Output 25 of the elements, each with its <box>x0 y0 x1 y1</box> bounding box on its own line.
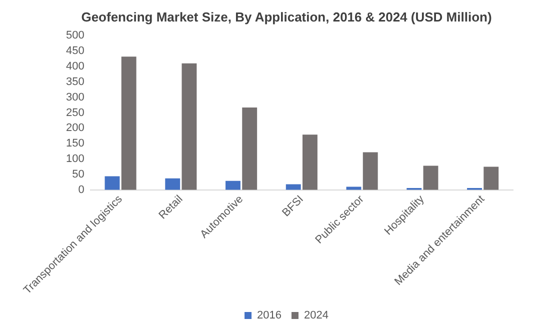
y-tick-label: 0 <box>78 184 84 196</box>
y-tick-label: 250 <box>66 106 84 119</box>
bar <box>182 63 197 190</box>
y-tick-label: 150 <box>66 138 84 150</box>
bar <box>286 184 301 190</box>
y-tick-label: 300 <box>66 91 84 104</box>
bar <box>104 176 120 190</box>
bar <box>242 107 258 190</box>
bar <box>484 166 499 190</box>
y-tick-label: 400 <box>66 60 84 72</box>
legend-label: 2024 <box>304 310 328 322</box>
legend-label: 2016 <box>257 310 282 322</box>
bar <box>165 178 180 190</box>
y-tick-label: 200 <box>66 122 84 134</box>
bar <box>362 152 378 190</box>
bar <box>423 166 438 190</box>
bar <box>121 56 136 190</box>
y-tick-label: 450 <box>66 45 84 58</box>
y-tick-label: 50 <box>72 168 84 180</box>
y-tick-label: 100 <box>66 153 84 166</box>
chart-title: Geofencing Market Size, By Application, 2016 & 2024 (USD Million) <box>81 9 492 24</box>
bar <box>226 180 240 190</box>
y-tick-label: 350 <box>66 76 84 88</box>
bar <box>302 134 318 190</box>
y-tick-label: 500 <box>66 30 84 42</box>
